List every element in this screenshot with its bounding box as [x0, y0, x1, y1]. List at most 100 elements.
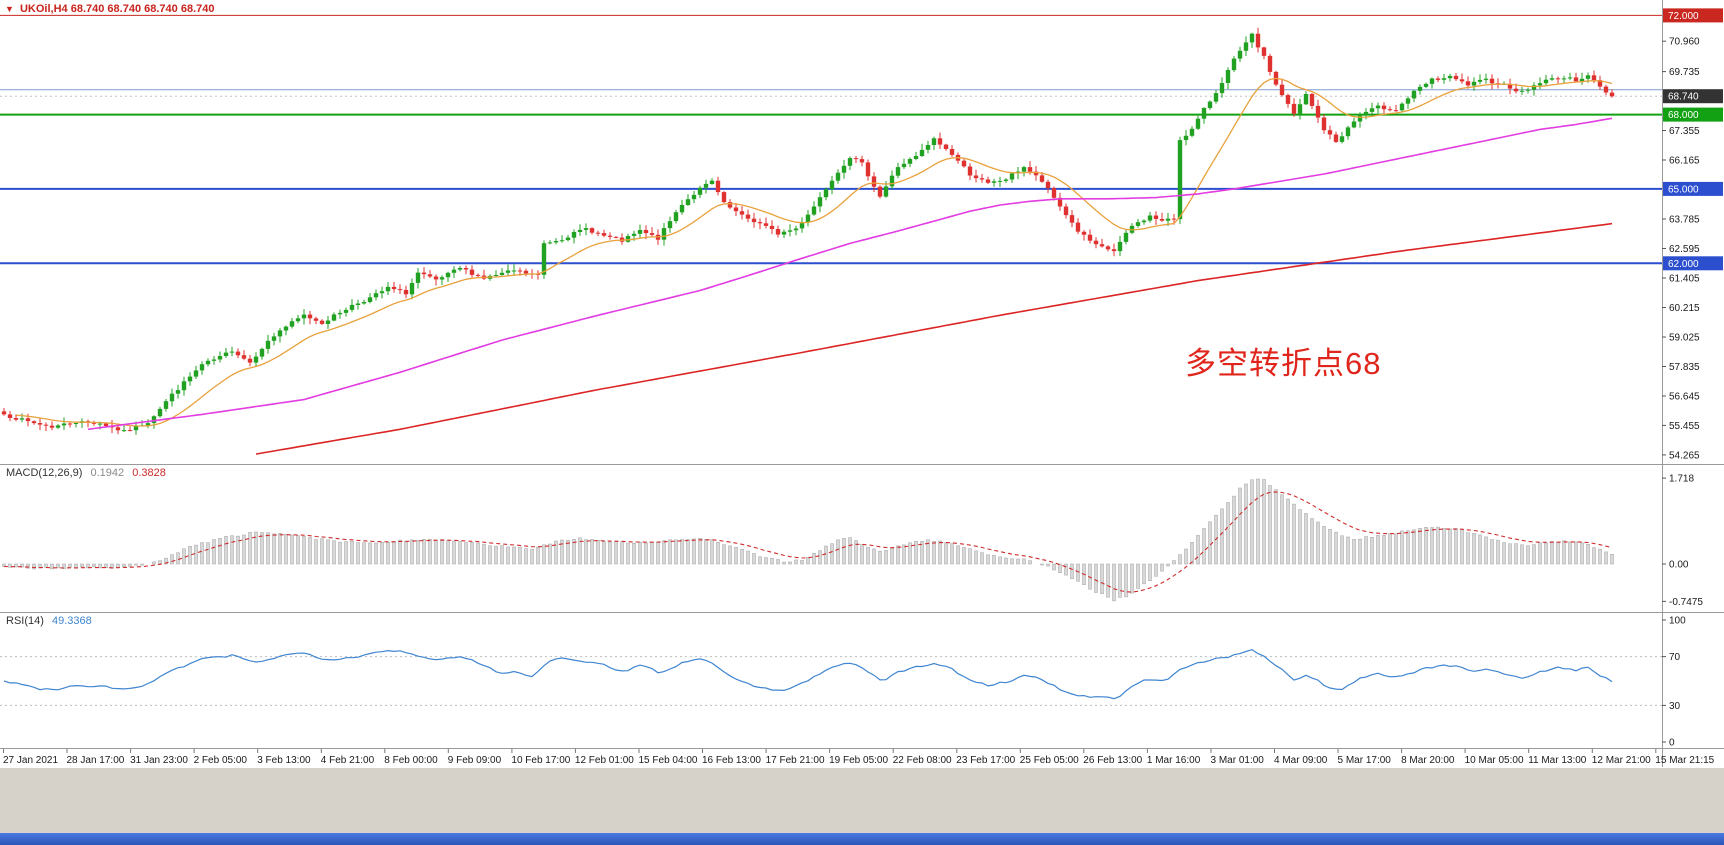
- candle-body: [1237, 50, 1243, 59]
- candle-body: [691, 194, 697, 200]
- candle-body: [259, 348, 265, 357]
- candle-body: [499, 272, 505, 275]
- symbol-dropdown-icon[interactable]: ▼: [5, 4, 14, 14]
- macd-bar: [1364, 536, 1368, 565]
- candle-body: [397, 289, 403, 291]
- macd-bar: [950, 543, 954, 565]
- candle-body: [175, 390, 181, 394]
- candle-body: [727, 202, 733, 208]
- chart-canvas[interactable]: 70.960 69.735 67.355 66.165 63.785 62.595 61.4…: [0, 0, 1724, 768]
- macd-bar: [212, 539, 216, 565]
- macd-bar: [1274, 489, 1278, 565]
- candle-body: [1243, 42, 1249, 51]
- candle-body: [1363, 111, 1369, 115]
- price-tick-label: 54.265: [1669, 450, 1700, 461]
- candle-body: [451, 269, 457, 273]
- macd-bar: [662, 540, 666, 565]
- macd-bar: [362, 542, 366, 565]
- candle-body: [1351, 121, 1357, 128]
- candle-body: [43, 424, 49, 426]
- macd-bar: [626, 542, 630, 565]
- rsi-value: 49.3368: [51, 615, 92, 627]
- macd-bar: [164, 557, 168, 565]
- candle-body: [1123, 232, 1129, 242]
- macd-bar: [896, 545, 900, 565]
- candle-body: [73, 423, 79, 424]
- candle-body: [1279, 84, 1285, 96]
- candle-body: [1063, 206, 1069, 216]
- macd-bar: [1538, 542, 1542, 565]
- candle-body: [1105, 246, 1111, 250]
- macd-bar: [1052, 563, 1056, 571]
- macd-bar: [134, 563, 138, 566]
- candle-body: [511, 270, 517, 272]
- macd-bar: [1220, 508, 1224, 565]
- macd-bar: [974, 550, 978, 565]
- candle-body: [121, 430, 127, 432]
- macd-bar: [356, 542, 360, 565]
- candle-body: [679, 205, 685, 213]
- macd-bar: [416, 540, 420, 565]
- macd-bar: [1010, 558, 1014, 565]
- candle-body: [469, 269, 475, 275]
- candle-body: [331, 314, 337, 321]
- macd-bar: [776, 559, 780, 565]
- time-axis-label: 3 Feb 13:00: [257, 755, 311, 766]
- candle-body: [1573, 77, 1579, 82]
- candle-body: [1393, 110, 1399, 112]
- ma-mid-line: [87, 117, 1613, 431]
- candle-body: [367, 297, 373, 302]
- macd-bar: [1280, 494, 1284, 565]
- candle-body: [49, 425, 55, 428]
- macd-bar: [1016, 558, 1020, 565]
- rsi-axis-label: 30: [1669, 701, 1681, 712]
- candle-body: [1609, 92, 1615, 97]
- macd-bar: [20, 563, 24, 568]
- candle-body: [421, 272, 427, 275]
- macd-bar: [1454, 528, 1458, 565]
- candle-body: [583, 228, 589, 230]
- macd-bar: [632, 542, 636, 565]
- macd-bar: [1550, 541, 1554, 565]
- macd-bar: [620, 541, 624, 565]
- candle-body: [379, 291, 385, 294]
- candle-body: [847, 158, 853, 166]
- macd-bar: [1316, 521, 1320, 565]
- candle-body: [979, 178, 985, 180]
- macd-bar: [992, 555, 996, 565]
- macd-histogram: [2, 478, 1614, 602]
- macd-bar: [392, 541, 396, 565]
- macd-bar: [590, 539, 594, 565]
- candle-body: [361, 302, 367, 304]
- candle-body: [211, 359, 217, 361]
- macd-bar: [482, 544, 486, 565]
- macd-bar: [524, 548, 528, 565]
- macd-bar: [152, 561, 156, 565]
- candle-body: [553, 241, 559, 243]
- macd-bar: [704, 539, 708, 565]
- candle-body: [517, 270, 523, 272]
- macd-bar: [728, 545, 732, 565]
- macd-axis-label: 1.718: [1669, 474, 1694, 485]
- macd-name: MACD(12,26,9): [6, 467, 83, 479]
- macd-bar: [464, 542, 468, 565]
- candle-body: [757, 222, 763, 224]
- macd-bar: [794, 559, 798, 565]
- candle-body: [541, 243, 547, 275]
- candle-body: [547, 242, 553, 244]
- candle-body: [127, 430, 133, 432]
- candle-body: [25, 418, 31, 422]
- candle-body: [559, 240, 565, 242]
- candle-body: [763, 223, 769, 226]
- candle-body: [1213, 93, 1219, 102]
- price-tick-label: 62.595: [1669, 244, 1700, 255]
- candle-body: [805, 214, 811, 223]
- svg-text:65.000: 65.000: [1668, 184, 1699, 195]
- candle-body: [787, 230, 793, 232]
- macd-bar: [110, 563, 114, 569]
- macd-bar: [1376, 534, 1380, 565]
- macd-bar: [878, 550, 882, 565]
- candle-body: [7, 414, 13, 418]
- candle-body: [1003, 179, 1009, 181]
- macd-bar: [68, 563, 72, 568]
